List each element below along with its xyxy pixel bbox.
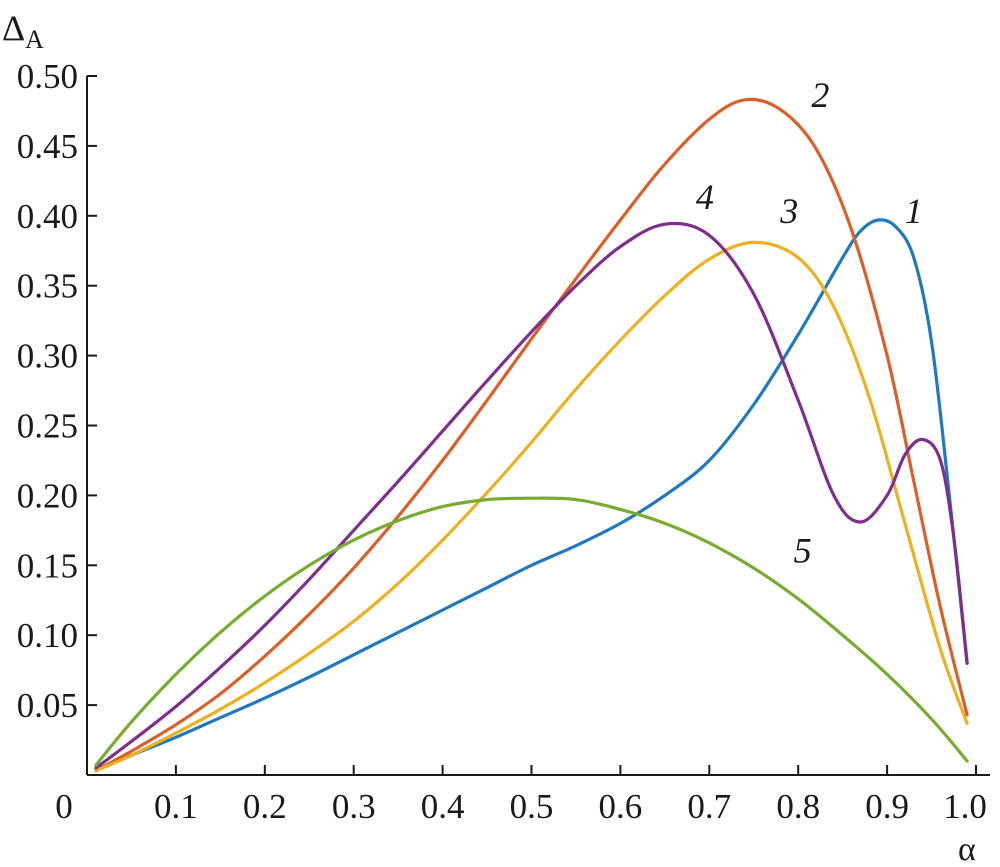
y-tick-label: 0.35: [17, 267, 78, 306]
y-tick-label: 0.20: [17, 476, 78, 515]
y-axis-title-main: Δ: [2, 8, 25, 48]
x-tick-label: 0.2: [243, 787, 287, 826]
x-tick-label: 1.0: [943, 787, 987, 826]
x-axis-title: α: [958, 831, 976, 867]
y-axis-title: ΔA: [2, 8, 44, 54]
series-5-line: [94, 496, 969, 767]
x-tick-label: 0.1: [154, 787, 198, 826]
y-tick-label: 0.05: [17, 686, 78, 725]
y-tick-label: 0.40: [17, 197, 78, 236]
series-2-label: 2: [811, 75, 829, 115]
chart-axes: [86, 76, 990, 776]
series-3-line: [94, 240, 969, 773]
x-tick-label: 0.5: [510, 787, 554, 826]
y-tick-label: 0.30: [17, 337, 78, 376]
series-labels: 1 2 3 4 5: [696, 75, 923, 571]
y-tick-label: 0.10: [17, 616, 78, 655]
y-axis-title-subscript: A: [25, 25, 44, 54]
series-1-label: 1: [905, 191, 923, 231]
x-axis-ticks: 0 0.1 0.2 0.3 0.4 0.5 0.6 0.7 0.8 0.9 1.0: [55, 765, 987, 826]
y-axis-ticks: 0.05 0.10 0.15 0.20 0.25 0.30 0.35 0.40 0.45 0.50: [17, 57, 97, 725]
x-tick-label: 0: [55, 787, 73, 826]
series-5-label: 5: [794, 531, 812, 571]
x-tick-label: 0.4: [421, 787, 465, 826]
x-tick-label: 0.8: [776, 787, 820, 826]
x-tick-label: 0.7: [687, 787, 731, 826]
x-tick-label: 0.3: [332, 787, 376, 826]
series-4-line: [94, 221, 969, 770]
series-lines: [94, 97, 969, 773]
x-tick-label: 0.6: [599, 787, 643, 826]
y-tick-label: 0.15: [17, 546, 78, 585]
y-tick-label: 0.50: [17, 57, 78, 96]
y-tick-label: 0.45: [17, 127, 78, 166]
x-tick-label: 0.9: [865, 787, 909, 826]
series-2-line: [94, 97, 969, 773]
series-3-label: 3: [779, 191, 798, 231]
y-tick-label: 0.25: [17, 407, 78, 446]
series-4-label: 4: [696, 177, 714, 217]
series-1-line: [94, 218, 969, 773]
